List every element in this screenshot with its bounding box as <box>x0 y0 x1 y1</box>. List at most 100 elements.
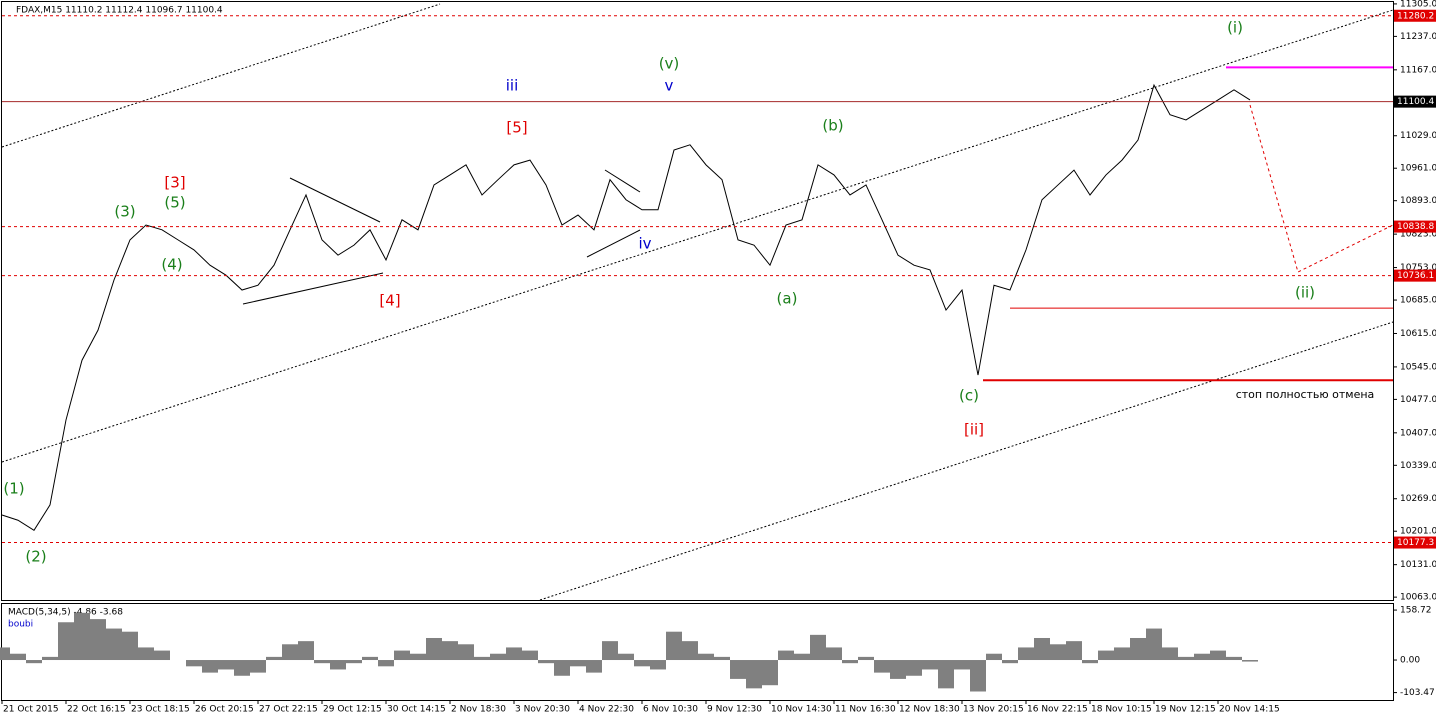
y-tick-label: 10407.0 <box>1400 428 1436 438</box>
level-box <box>1394 536 1436 549</box>
macd-bar <box>890 660 906 679</box>
channel-line <box>1 3 441 148</box>
x-tick-label: 23 Oct 18:15 <box>131 705 190 715</box>
channel-line <box>539 321 1394 601</box>
wave-label: (1) <box>3 480 24 498</box>
y-tick-label: 10753.0 <box>1400 263 1436 273</box>
wave-label: (5) <box>164 194 185 212</box>
macd-bar <box>202 660 218 673</box>
y-tick-label: 158.72 <box>1400 606 1432 616</box>
macd-bar <box>842 660 858 664</box>
macd-bar <box>106 628 122 661</box>
last-price-label: 11100.4 <box>1397 97 1434 107</box>
macd-bar <box>618 653 634 661</box>
wave-label: [ii] <box>964 421 984 439</box>
x-tick-label: 9 Nov 12:30 <box>707 705 762 715</box>
x-tick-label: 29 Oct 12:15 <box>323 705 382 715</box>
x-tick-label: 22 Oct 16:15 <box>67 705 126 715</box>
macd-bar <box>186 660 202 667</box>
macd-bar <box>762 660 778 686</box>
macd-bar <box>906 660 922 676</box>
macd-bar <box>346 660 362 664</box>
macd-bar <box>602 641 618 661</box>
macd-bar <box>1050 644 1066 661</box>
macd-bar <box>74 612 90 661</box>
level-label: 11280.2 <box>1397 11 1434 21</box>
macd-bar <box>234 660 250 676</box>
x-tick-label: 10 Nov 14:30 <box>771 705 832 715</box>
wave-label: (4) <box>161 256 182 274</box>
macd-bar <box>730 660 746 679</box>
macd-bar <box>26 660 42 664</box>
level-box <box>1394 269 1436 282</box>
last-price-box <box>1394 95 1436 108</box>
level-label: 10177.3 <box>1397 538 1434 548</box>
trend-line <box>242 272 384 305</box>
y-tick-label: 11305.0 <box>1400 0 1436 9</box>
macd-bar <box>650 660 666 670</box>
level-label: 10736.1 <box>1397 271 1434 281</box>
trend-line <box>586 229 641 258</box>
macd-bar <box>1226 656 1242 661</box>
x-tick-label: 30 Oct 14:15 <box>387 705 446 715</box>
x-tick-label: 19 Nov 12:15 <box>1155 705 1216 715</box>
wave-label: [4] <box>379 292 400 310</box>
macd-bar <box>698 653 714 661</box>
price-line <box>1 83 1251 531</box>
macd-bar <box>1034 637 1050 661</box>
x-tick-label: 2 Nov 18:30 <box>451 705 506 715</box>
wave-label: (v) <box>659 55 680 73</box>
level-label: 10838.8 <box>1397 222 1434 232</box>
macd-bar <box>250 660 266 673</box>
macd-bar <box>1130 637 1146 661</box>
macd-bar <box>794 653 810 661</box>
macd-bar <box>1146 628 1162 661</box>
macd-bar <box>1114 647 1130 661</box>
macd-bar <box>410 653 426 661</box>
y-tick-label: 10269.0 <box>1400 494 1436 504</box>
macd-title: MACD(5,34,5) -4.86 -3.68 <box>8 608 123 618</box>
y-tick-label: -103.47 <box>1400 688 1435 698</box>
macd-bar <box>970 660 986 692</box>
macd-bar <box>394 650 410 661</box>
macd-bar <box>1002 660 1018 664</box>
macd-bar <box>42 656 58 661</box>
macd-bar <box>458 644 474 661</box>
macd-bar <box>330 660 346 670</box>
macd-bar <box>1194 653 1210 661</box>
macd-bar <box>154 650 170 661</box>
y-tick-label: 10615.0 <box>1400 329 1436 339</box>
macd-bar <box>298 641 314 661</box>
macd-bar <box>874 660 890 673</box>
level-box <box>1394 9 1436 22</box>
macd-bar <box>522 650 538 661</box>
x-tick-label: 11 Nov 16:30 <box>835 705 896 715</box>
macd-subtitle: boubi <box>8 620 33 630</box>
x-tick-label: 18 Nov 10:15 <box>1091 705 1152 715</box>
y-tick-label: 10063.0 <box>1400 593 1436 603</box>
macd-bar <box>1178 656 1194 661</box>
y-tick-label: 10131.0 <box>1400 560 1436 570</box>
x-tick-label: 27 Oct 22:15 <box>259 705 318 715</box>
macd-bar <box>746 660 762 689</box>
wave-label: iv <box>638 235 651 253</box>
chart-title: FDAX,M15 11110.2 11112.4 11096.7 11100.4 <box>16 6 223 16</box>
y-tick-label: 0.00 <box>1400 656 1420 666</box>
y-tick-label: 10545.0 <box>1400 362 1436 372</box>
macd-bar <box>266 656 282 661</box>
macd-bar <box>218 660 234 670</box>
y-tick-label: 10477.0 <box>1400 395 1436 405</box>
macd-bar <box>634 660 650 667</box>
macd-bar <box>1210 650 1226 661</box>
wave-label: [3] <box>164 174 185 192</box>
y-tick-label: 10685.0 <box>1400 296 1436 306</box>
macd-bar <box>682 641 698 661</box>
price-panel <box>1 1 1394 601</box>
macd-bar <box>490 653 506 661</box>
wave-label: (2) <box>25 548 46 566</box>
macd-bar <box>858 656 874 661</box>
wave-label: (i) <box>1227 19 1243 37</box>
macd-bar <box>58 622 74 661</box>
macd-bar <box>1066 641 1082 661</box>
